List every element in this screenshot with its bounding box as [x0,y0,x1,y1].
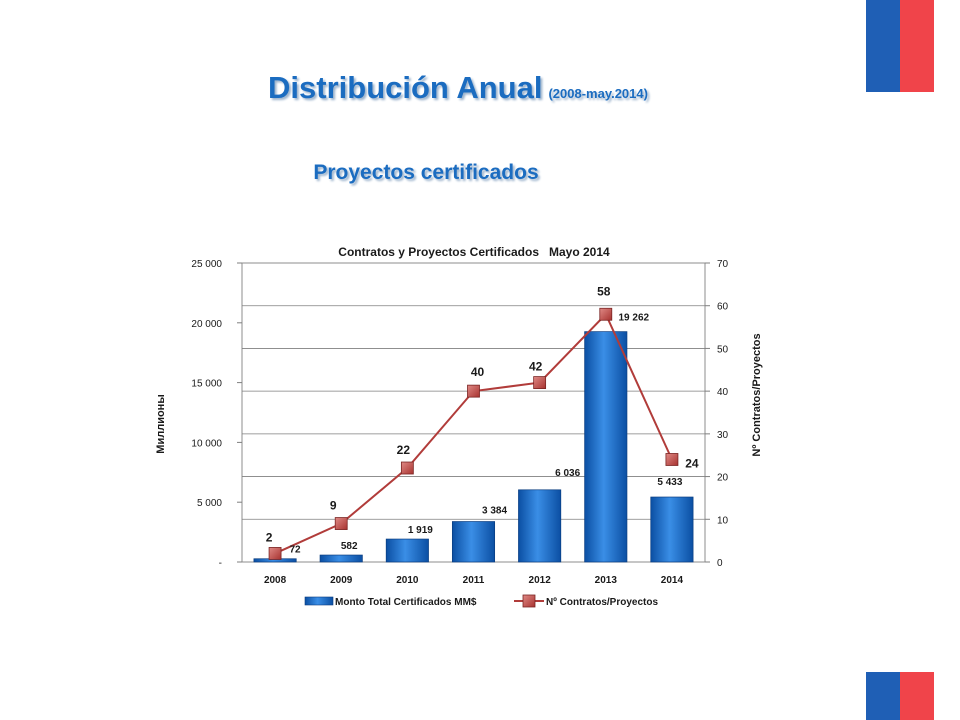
bar-monto-2011 [451,521,496,563]
y-tick-label-right: 70 [717,259,729,270]
flag-decoration-top [866,0,934,92]
marker-contratos-2008 [268,547,282,560]
data-label-monto: 19 262 [618,313,649,324]
flag-blue-stripe [866,0,900,92]
slide-title-period: (2008-may.2014) [548,86,648,101]
y-tick-label-right: 30 [717,430,729,441]
y-tick-label-left: 5 000 [197,498,222,509]
bar-monto-2014 [650,496,694,563]
flag-red-stripe [900,0,934,92]
data-label-contratos: 40 [471,365,485,379]
plot-area [241,262,706,563]
marker-contratos-2013 [599,307,613,321]
slide-title-text: Distribución Anual [268,70,543,105]
legend-label-monto: Monto Total Certificados MM$ [335,597,477,608]
y-tick-label-left: - [219,558,222,569]
y-tick-label-right: 0 [717,558,723,569]
bar-monto-2009 [319,554,363,563]
flag-blue-stripe [866,672,900,720]
y-tick-label-left: 10 000 [191,438,222,449]
marker-contratos-2009 [334,517,348,530]
legend-marker-contratos [522,594,536,608]
flag-red-stripe [900,672,934,720]
x-tick-label: 2014 [661,575,684,586]
slide-title: Distribución Anual (2008-may.2014) [0,70,916,106]
y-tick-label-right: 10 [717,515,729,526]
legend-swatch-monto [304,596,334,606]
x-tick-label: 2012 [529,575,552,586]
legend-label-contratos: Nº Contratos/Proyectos [546,597,658,608]
data-label-monto: 5 433 [657,477,682,488]
y-tick-label-right: 20 [717,473,729,484]
y-tick-label-right: 60 [717,302,729,313]
bar-monto-2012 [518,489,562,563]
data-label-monto: 72 [290,545,302,556]
data-label-contratos: 42 [529,360,543,374]
x-tick-label: 2009 [330,575,353,586]
x-tick-label: 2011 [463,575,485,586]
data-label-contratos: 58 [597,284,611,298]
x-tick-label: 2013 [595,575,618,586]
marker-contratos-2010 [400,461,414,475]
y-tick-label-left: 25 000 [191,259,222,270]
y-tick-label-right: 40 [717,387,729,398]
data-label-contratos: 22 [397,443,411,457]
y-tick-label-left: 20 000 [191,319,222,330]
data-label-monto: 1 919 [408,525,433,536]
x-tick-label: 2008 [264,575,287,586]
marker-contratos-2011 [467,384,480,398]
y-axis-label-left: Миллионы [155,394,167,453]
slide-subtitle: Proyectos certificados [313,161,539,184]
y-tick-label-left: 15 000 [191,379,222,390]
chart-title: Contratos y Proyectos Certificados Mayo … [338,245,610,259]
data-label-monto: 6 036 [555,468,580,479]
x-tick-label: 2010 [396,575,419,586]
flag-decoration-bottom [866,672,934,720]
data-label-contratos: 24 [685,456,699,470]
data-label-contratos: 9 [330,499,337,513]
y-axis-label-right: Nº Contratos/Proyectos [751,333,763,456]
bar-monto-2010 [385,538,429,563]
data-label-contratos: 2 [266,530,273,544]
y-tick-label-right: 50 [717,344,729,355]
marker-contratos-2012 [533,376,547,390]
marker-contratos-2014 [665,453,679,466]
data-label-monto: 3 384 [482,506,507,517]
bar-monto-2013 [584,331,628,563]
data-label-monto: 582 [341,541,358,552]
